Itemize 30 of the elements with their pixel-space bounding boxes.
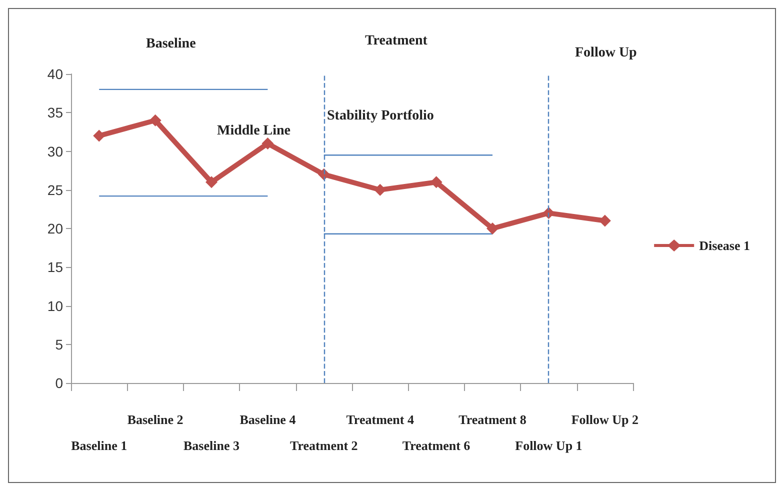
x-tick-label: Baseline 3 xyxy=(184,438,240,453)
y-tick-label: 35 xyxy=(47,104,64,121)
x-tick-label: Treatment 4 xyxy=(346,412,414,427)
text: Treatment xyxy=(365,34,428,48)
y-tick-label: 30 xyxy=(47,143,64,160)
point xyxy=(486,222,498,234)
x-tick-label: Follow Up 1 xyxy=(515,438,582,453)
y-tick-label: 15 xyxy=(47,259,64,276)
x-tick-label: Treatment 8 xyxy=(458,412,527,427)
x-tick-label: Baseline 1 xyxy=(71,438,128,453)
point xyxy=(149,114,162,126)
text: Baseline xyxy=(146,36,196,52)
y-tick-label: 0 xyxy=(55,375,64,391)
point xyxy=(262,138,274,150)
point xyxy=(93,130,106,142)
y-tick-label: 10 xyxy=(47,298,64,314)
y-tick-label: 25 xyxy=(47,182,64,198)
text: Follow Up xyxy=(575,46,638,60)
legend-label: Disease 1 xyxy=(699,238,750,253)
x-tick-label: Baseline 4 xyxy=(240,412,296,427)
x-tick-label: Baseline 2 xyxy=(127,412,184,427)
x-tick-label: Treatment 2 xyxy=(290,438,358,453)
x-tick-label: Follow Up 2 xyxy=(571,412,638,427)
point xyxy=(206,176,218,188)
y-tick-label: 40 xyxy=(47,66,64,82)
y-tick-label: 5 xyxy=(55,336,64,352)
annotation: Middle Line xyxy=(217,124,291,138)
x-tick-label: Treatment 6 xyxy=(402,438,471,453)
annotation: Stability Portfolio xyxy=(327,108,434,124)
y-tick-label: 20 xyxy=(47,220,64,236)
